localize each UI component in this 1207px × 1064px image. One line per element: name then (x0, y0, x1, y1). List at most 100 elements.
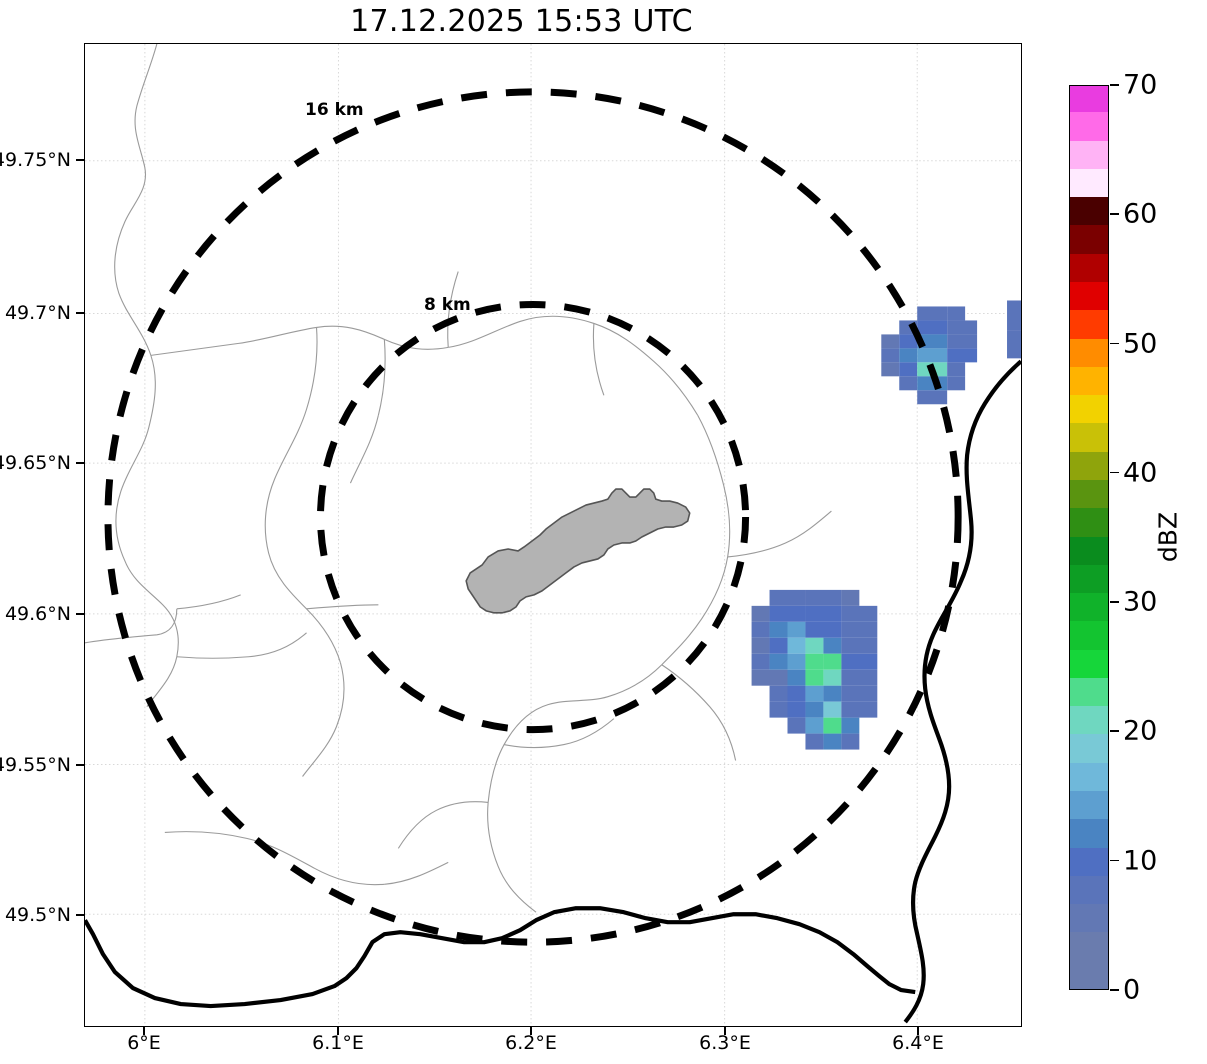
colorbar-band (1070, 224, 1108, 254)
x-tick-label: 6°E (127, 1032, 161, 1054)
colorbar-tick (1110, 730, 1119, 733)
colorbar-tick-label: 70 (1123, 69, 1158, 101)
radar-cell (917, 390, 948, 405)
radar-plot-svg (85, 44, 1021, 1026)
colorbar-band (1070, 366, 1108, 396)
radar-cell (841, 701, 878, 718)
radar-cell (823, 717, 842, 734)
colorbar-band (1070, 535, 1108, 565)
radar-cell (823, 653, 842, 670)
city-polygon (465, 488, 691, 614)
radar-cell (805, 621, 842, 638)
colorbar-tick (1110, 859, 1119, 862)
radar-cell (1007, 300, 1021, 331)
y-tick-label: 49.75°N (0, 149, 71, 171)
x-tick-label: 6.4°E (892, 1032, 944, 1054)
radar-cell (751, 605, 770, 622)
radar-cell (751, 621, 770, 638)
radar-cell (805, 669, 824, 686)
radar-cell (899, 362, 918, 377)
radar-cell (805, 653, 824, 670)
range-ring-16km (104, 88, 962, 946)
page-title: 17.12.2025 15:53 UTC (350, 4, 693, 39)
colorbar-band (1070, 762, 1108, 792)
radar-cell (841, 669, 878, 686)
range-ring-label-8km: 8 km (424, 295, 471, 315)
colorbar-title: dBZ (1153, 511, 1183, 563)
radar-cell (805, 717, 824, 734)
radar-cell (841, 637, 878, 654)
colorbar-band (1070, 139, 1108, 169)
y-tick-label: 49.6°N (4, 603, 71, 625)
colorbar-band (1070, 394, 1108, 424)
radar-cell (841, 717, 860, 734)
colorbar-tick-label: 10 (1123, 845, 1158, 877)
radar-cell (751, 653, 770, 670)
radar-cell (899, 376, 918, 391)
admin-boundaries (85, 44, 832, 913)
range-rings (104, 88, 962, 946)
colorbar-tick-label: 50 (1123, 328, 1158, 360)
colorbar-tick (1110, 601, 1119, 603)
radar-cell (947, 348, 978, 363)
colorbar-band (1070, 253, 1108, 282)
radar-cell (841, 605, 878, 622)
colorbar-band (1070, 281, 1108, 311)
colorbar-tick (1110, 213, 1119, 215)
colorbar-band (1070, 507, 1108, 537)
x-tick (917, 1027, 919, 1035)
colorbar-band (1070, 168, 1108, 198)
radar-cell (787, 701, 806, 718)
colorbar-band (1070, 564, 1108, 594)
y-tick (76, 764, 84, 766)
colorbar-band (1070, 86, 1108, 113)
radar-cell (881, 362, 900, 377)
colorbar-band (1070, 592, 1108, 622)
colorbar-tick-label: 60 (1123, 198, 1158, 230)
colorbar-band (1070, 733, 1108, 763)
y-tick (76, 914, 84, 916)
radar-cell (823, 637, 842, 654)
radar-cell (787, 653, 806, 670)
y-tick (76, 159, 84, 161)
radar-cell (1007, 330, 1021, 359)
radar-cell (787, 685, 806, 702)
colorbar-tick (1110, 342, 1119, 345)
colorbar-band (1070, 309, 1108, 339)
radar-cell (899, 348, 918, 363)
radar-cell (917, 348, 948, 363)
radar-cell (787, 669, 806, 686)
colorbar-band (1070, 875, 1108, 905)
radar-cell (769, 589, 806, 606)
x-tick-label: 6.1°E (312, 1032, 364, 1054)
y-tick-label: 49.55°N (0, 754, 71, 776)
radar-cell (769, 653, 788, 670)
colorbar-band (1070, 960, 1108, 989)
colorbar-band (1070, 451, 1108, 480)
colorbar-tick-label: 0 (1123, 974, 1141, 1006)
colorbar-band (1070, 196, 1108, 226)
radar-cell (751, 637, 770, 654)
radar-cell (769, 701, 788, 718)
radar-cell (917, 306, 948, 321)
colorbar-tick (1110, 471, 1119, 474)
radar-echo-cells (751, 300, 1021, 750)
colorbar-band (1070, 620, 1108, 650)
colorbar-band (1070, 337, 1108, 367)
colorbar-tick (1110, 84, 1119, 86)
radar-cell (881, 334, 900, 349)
radar-cell (787, 621, 806, 638)
colorbar[interactable] (1069, 85, 1109, 990)
radar-cell (805, 605, 842, 622)
radar-cell (841, 653, 878, 670)
national-border (85, 359, 1021, 1024)
radar-cell (823, 733, 842, 750)
radar-cell (823, 701, 842, 718)
radar-cell (769, 605, 806, 622)
radar-cell (823, 685, 842, 702)
y-tick (76, 462, 84, 464)
colorbar-tick (1110, 989, 1119, 991)
radar-cell (805, 589, 842, 606)
radar-cell (947, 334, 978, 349)
radar-plot-area[interactable] (84, 43, 1022, 1027)
